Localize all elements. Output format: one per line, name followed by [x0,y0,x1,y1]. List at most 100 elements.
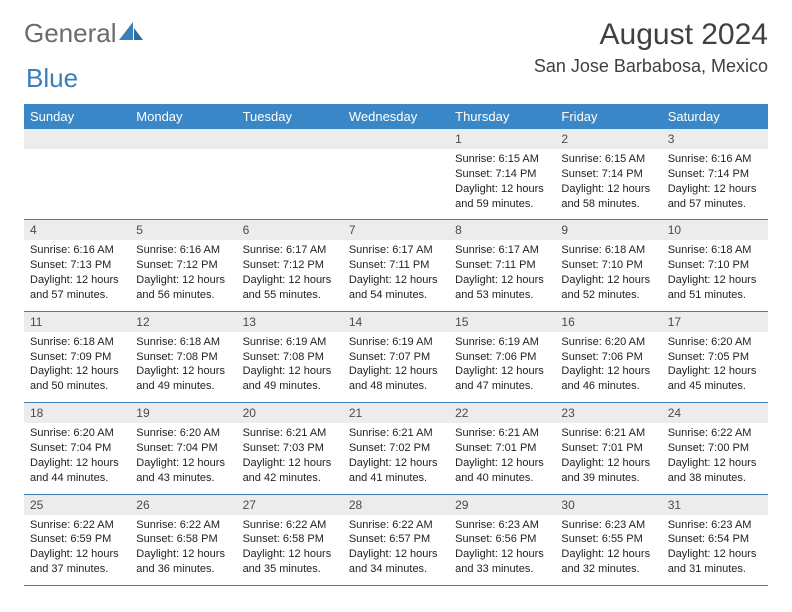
sunset-text: Sunset: 7:14 PM [561,167,655,182]
day-number: 27 [237,495,343,515]
sunset-text: Sunset: 7:14 PM [455,167,549,182]
sunrise-text: Sunrise: 6:21 AM [243,426,337,441]
day-info: Sunrise: 6:15 AMSunset: 7:14 PMDaylight:… [555,149,661,220]
day-number: 18 [24,403,130,423]
sunrise-text: Sunrise: 6:20 AM [668,335,762,350]
day-info [24,149,130,220]
day-number: 12 [130,312,236,332]
sunrise-text: Sunrise: 6:19 AM [243,335,337,350]
logo-text-general: General [24,18,117,49]
daylight-text: Daylight: 12 hours and 37 minutes. [30,547,124,577]
day-info: Sunrise: 6:17 AMSunset: 7:11 PMDaylight:… [343,240,449,311]
daylight-text: Daylight: 12 hours and 32 minutes. [561,547,655,577]
sunset-text: Sunset: 6:58 PM [136,532,230,547]
sunrise-text: Sunrise: 6:17 AM [349,243,443,258]
day-number: 3 [662,129,768,149]
sunset-text: Sunset: 7:02 PM [349,441,443,456]
sunset-text: Sunset: 7:03 PM [243,441,337,456]
day-info: Sunrise: 6:21 AMSunset: 7:01 PMDaylight:… [555,423,661,494]
day-number: 2 [555,129,661,149]
day-info: Sunrise: 6:16 AMSunset: 7:13 PMDaylight:… [24,240,130,311]
sunset-text: Sunset: 6:54 PM [668,532,762,547]
day-info: Sunrise: 6:17 AMSunset: 7:11 PMDaylight:… [449,240,555,311]
sunset-text: Sunset: 7:08 PM [136,350,230,365]
day-info: Sunrise: 6:19 AMSunset: 7:07 PMDaylight:… [343,332,449,403]
daylight-text: Daylight: 12 hours and 59 minutes. [455,182,549,212]
sunset-text: Sunset: 7:01 PM [561,441,655,456]
day-number: 30 [555,495,661,515]
info-row: Sunrise: 6:22 AMSunset: 6:59 PMDaylight:… [24,515,768,586]
daylight-text: Daylight: 12 hours and 35 minutes. [243,547,337,577]
day-info: Sunrise: 6:18 AMSunset: 7:10 PMDaylight:… [662,240,768,311]
day-info: Sunrise: 6:20 AMSunset: 7:05 PMDaylight:… [662,332,768,403]
sunset-text: Sunset: 6:56 PM [455,532,549,547]
daylight-text: Daylight: 12 hours and 56 minutes. [136,273,230,303]
sunset-text: Sunset: 7:10 PM [561,258,655,273]
sunrise-text: Sunrise: 6:18 AM [136,335,230,350]
day-info: Sunrise: 6:21 AMSunset: 7:03 PMDaylight:… [237,423,343,494]
title-block: August 2024 San Jose Barbabosa, Mexico [534,18,768,77]
day-number [237,129,343,149]
day-info: Sunrise: 6:18 AMSunset: 7:08 PMDaylight:… [130,332,236,403]
daylight-text: Daylight: 12 hours and 42 minutes. [243,456,337,486]
location: San Jose Barbabosa, Mexico [534,56,768,77]
sunset-text: Sunset: 6:59 PM [30,532,124,547]
dayhdr-mon: Monday [130,104,236,129]
daylight-text: Daylight: 12 hours and 51 minutes. [668,273,762,303]
page-title: August 2024 [534,18,768,52]
sunrise-text: Sunrise: 6:16 AM [136,243,230,258]
daylight-text: Daylight: 12 hours and 57 minutes. [30,273,124,303]
day-info: Sunrise: 6:22 AMSunset: 6:58 PMDaylight:… [237,515,343,586]
sunrise-text: Sunrise: 6:23 AM [455,518,549,533]
day-info: Sunrise: 6:16 AMSunset: 7:12 PMDaylight:… [130,240,236,311]
day-number: 13 [237,312,343,332]
day-number: 31 [662,495,768,515]
sunrise-text: Sunrise: 6:22 AM [243,518,337,533]
day-number: 15 [449,312,555,332]
dayhdr-tue: Tuesday [237,104,343,129]
info-row: Sunrise: 6:20 AMSunset: 7:04 PMDaylight:… [24,423,768,494]
info-row: Sunrise: 6:18 AMSunset: 7:09 PMDaylight:… [24,332,768,403]
day-number: 24 [662,403,768,423]
sunrise-text: Sunrise: 6:21 AM [561,426,655,441]
day-number: 10 [662,220,768,240]
day-number: 7 [343,220,449,240]
day-number: 4 [24,220,130,240]
day-number: 28 [343,495,449,515]
sunrise-text: Sunrise: 6:18 AM [668,243,762,258]
sunrise-text: Sunrise: 6:17 AM [243,243,337,258]
logo-text-blue: Blue [26,63,78,94]
dayhdr-thu: Thursday [449,104,555,129]
sunset-text: Sunset: 6:55 PM [561,532,655,547]
daynum-row: 123 [24,129,768,149]
sunset-text: Sunset: 7:11 PM [349,258,443,273]
sunset-text: Sunset: 7:12 PM [243,258,337,273]
sunrise-text: Sunrise: 6:16 AM [668,152,762,167]
day-number: 16 [555,312,661,332]
day-info: Sunrise: 6:20 AMSunset: 7:06 PMDaylight:… [555,332,661,403]
day-header-row: Sunday Monday Tuesday Wednesday Thursday… [24,104,768,129]
day-number: 8 [449,220,555,240]
sunset-text: Sunset: 7:00 PM [668,441,762,456]
daylight-text: Daylight: 12 hours and 46 minutes. [561,364,655,394]
day-number: 20 [237,403,343,423]
day-number: 6 [237,220,343,240]
sunset-text: Sunset: 6:57 PM [349,532,443,547]
day-number: 5 [130,220,236,240]
sunset-text: Sunset: 7:07 PM [349,350,443,365]
day-info [343,149,449,220]
day-number: 25 [24,495,130,515]
day-number: 21 [343,403,449,423]
day-info: Sunrise: 6:16 AMSunset: 7:14 PMDaylight:… [662,149,768,220]
day-info: Sunrise: 6:18 AMSunset: 7:10 PMDaylight:… [555,240,661,311]
sunrise-text: Sunrise: 6:20 AM [561,335,655,350]
calendar-table: Sunday Monday Tuesday Wednesday Thursday… [24,104,768,586]
day-number: 11 [24,312,130,332]
daylight-text: Daylight: 12 hours and 36 minutes. [136,547,230,577]
daylight-text: Daylight: 12 hours and 54 minutes. [349,273,443,303]
sunrise-text: Sunrise: 6:17 AM [455,243,549,258]
daylight-text: Daylight: 12 hours and 33 minutes. [455,547,549,577]
day-number: 19 [130,403,236,423]
day-info: Sunrise: 6:22 AMSunset: 6:57 PMDaylight:… [343,515,449,586]
sunrise-text: Sunrise: 6:22 AM [136,518,230,533]
